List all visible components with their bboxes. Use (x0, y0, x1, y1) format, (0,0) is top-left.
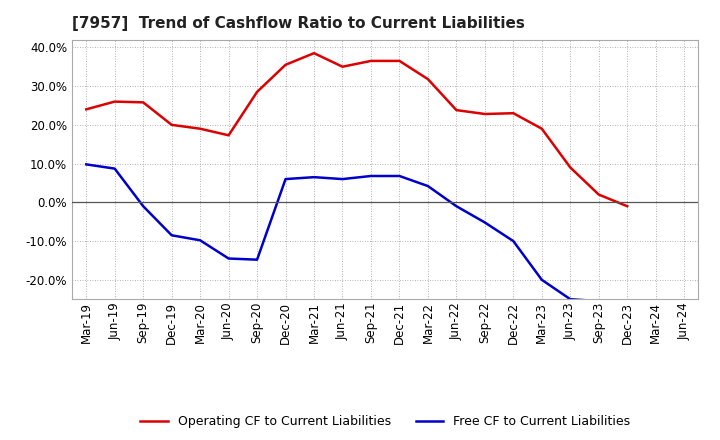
Free CF to Current Liabilities (282, 176, 290, 182)
Operating CF to Current Liabilities (537, 126, 546, 132)
Operating CF to Current Liabilities (253, 89, 261, 95)
Operating CF to Current Liabilities (566, 165, 575, 170)
Operating CF to Current Liabilities (82, 107, 91, 112)
Operating CF to Current Liabilities (395, 58, 404, 63)
Free CF to Current Liabilities (537, 277, 546, 282)
Line: Operating CF to Current Liabilities: Operating CF to Current Liabilities (86, 53, 627, 206)
Free CF to Current Liabilities (423, 183, 432, 189)
Free CF to Current Liabilities (196, 238, 204, 243)
Operating CF to Current Liabilities (310, 51, 318, 56)
Line: Free CF to Current Liabilities: Free CF to Current Liabilities (86, 165, 627, 307)
Operating CF to Current Liabilities (225, 133, 233, 138)
Free CF to Current Liabilities (110, 166, 119, 171)
Operating CF to Current Liabilities (623, 204, 631, 209)
Free CF to Current Liabilities (82, 162, 91, 167)
Free CF to Current Liabilities (595, 298, 603, 304)
Operating CF to Current Liabilities (366, 58, 375, 63)
Free CF to Current Liabilities (623, 304, 631, 310)
Free CF to Current Liabilities (139, 204, 148, 209)
Operating CF to Current Liabilities (139, 100, 148, 105)
Legend: Operating CF to Current Liabilities, Free CF to Current Liabilities: Operating CF to Current Liabilities, Fre… (140, 415, 630, 428)
Operating CF to Current Liabilities (595, 192, 603, 197)
Free CF to Current Liabilities (167, 233, 176, 238)
Operating CF to Current Liabilities (509, 110, 518, 116)
Operating CF to Current Liabilities (110, 99, 119, 104)
Free CF to Current Liabilities (566, 297, 575, 302)
Free CF to Current Liabilities (480, 220, 489, 225)
Free CF to Current Liabilities (452, 204, 461, 209)
Text: [7957]  Trend of Cashflow Ratio to Current Liabilities: [7957] Trend of Cashflow Ratio to Curren… (72, 16, 525, 32)
Free CF to Current Liabilities (509, 238, 518, 244)
Free CF to Current Liabilities (253, 257, 261, 262)
Operating CF to Current Liabilities (338, 64, 347, 70)
Free CF to Current Liabilities (338, 176, 347, 182)
Operating CF to Current Liabilities (480, 111, 489, 117)
Free CF to Current Liabilities (395, 173, 404, 179)
Operating CF to Current Liabilities (196, 126, 204, 132)
Free CF to Current Liabilities (310, 175, 318, 180)
Operating CF to Current Liabilities (282, 62, 290, 67)
Operating CF to Current Liabilities (423, 77, 432, 82)
Free CF to Current Liabilities (225, 256, 233, 261)
Operating CF to Current Liabilities (452, 107, 461, 113)
Free CF to Current Liabilities (366, 173, 375, 179)
Operating CF to Current Liabilities (167, 122, 176, 128)
